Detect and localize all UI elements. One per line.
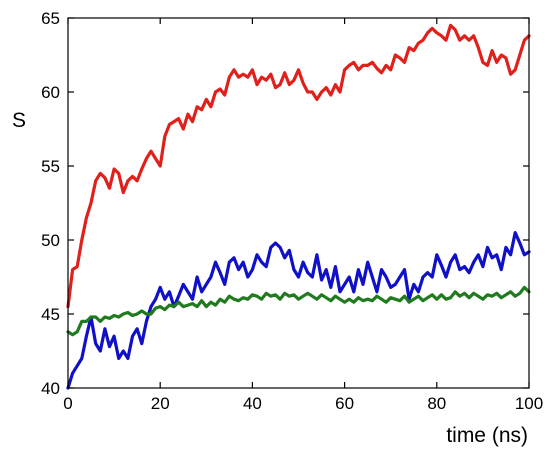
y-tick-label: 50 [41, 231, 60, 250]
y-tick-label: 55 [41, 157, 60, 176]
x-tick-label: 80 [427, 394, 446, 413]
x-tick-label: 20 [151, 394, 170, 413]
y-axis-label: S [12, 109, 26, 132]
x-tick-label: 0 [63, 394, 72, 413]
x-tick-label: 40 [243, 394, 262, 413]
x-tick-label: 100 [515, 394, 543, 413]
y-tick-label: 65 [41, 9, 60, 28]
series-line-3 [66, 285, 531, 337]
series-group [66, 23, 531, 390]
series-line-2 [66, 231, 531, 390]
y-tick-label: 40 [41, 379, 60, 398]
series-line-1 [66, 23, 531, 309]
y-tick-label: 45 [41, 305, 60, 324]
axes: 0 20 40 60 80 100 40 45 50 55 60 65 [41, 9, 543, 413]
y-tick-label: 60 [41, 83, 60, 102]
plot-frame [67, 17, 530, 389]
x-tick-label: 60 [335, 394, 354, 413]
x-axis-label: time (ns) [446, 424, 528, 447]
